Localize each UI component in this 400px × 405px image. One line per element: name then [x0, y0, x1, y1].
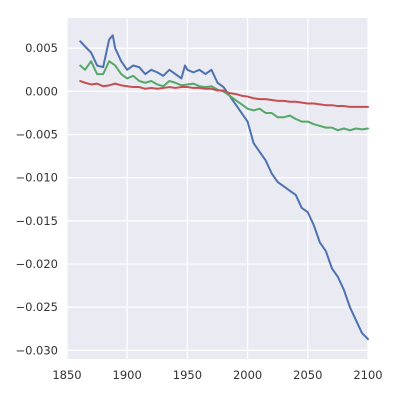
plot-area	[67, 18, 368, 359]
x-tick-label: 1850	[52, 368, 81, 382]
y-tick-label: −0.020	[15, 257, 58, 271]
series-line-blue	[79, 34, 369, 341]
series-line-red	[79, 80, 369, 108]
y-tick-label: −0.010	[15, 171, 58, 185]
y-tick-label: −0.015	[15, 214, 58, 228]
y-axis-tick-labels: 0.005 0.000 −0.005 −0.010 −0.015 −0.020 −0.025…	[15, 41, 58, 357]
x-tick-label: 2100	[353, 368, 382, 382]
x-tick-label: 2050	[293, 368, 322, 382]
y-tick-label: 0.005	[25, 41, 58, 55]
y-tick-label: −0.025	[15, 300, 58, 314]
x-axis-tick-labels: 1850 1900 1950 2000 2050 2100	[52, 368, 382, 382]
x-tick-label: 2000	[233, 368, 262, 382]
y-tick-label: 0.000	[25, 84, 58, 98]
series-lines	[79, 34, 369, 341]
x-tick-label: 1900	[113, 368, 142, 382]
y-tick-label: −0.030	[15, 343, 58, 357]
y-tick-label: −0.005	[15, 128, 58, 142]
grid-lines	[66, 18, 369, 359]
x-tick-label: 1950	[173, 368, 202, 382]
